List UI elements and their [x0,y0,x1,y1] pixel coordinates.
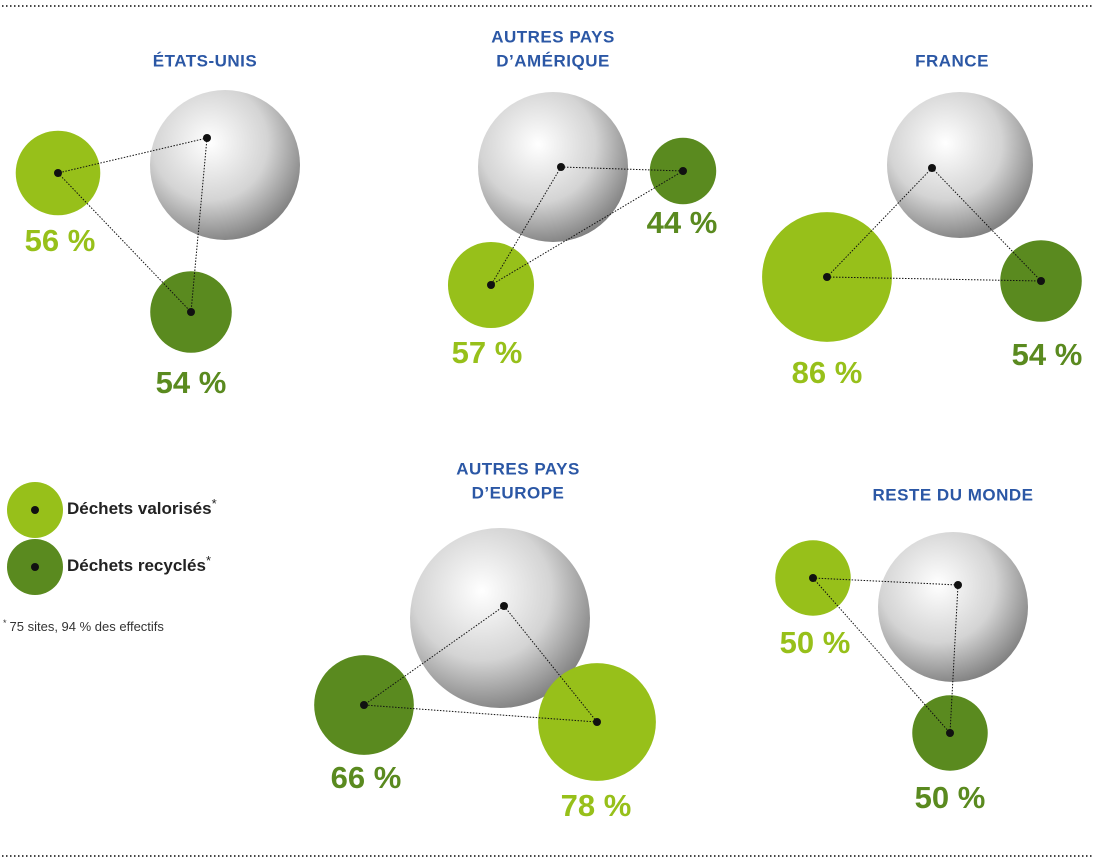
connector [812,577,951,734]
globe [887,92,1033,238]
dot [203,134,211,142]
label-recycles: 50 % [915,780,986,815]
dot [31,506,39,514]
footnote-text: 75 sites, 94 % des effectifs [10,619,165,634]
dot [487,281,495,289]
label-valorises: 86 % [792,355,863,390]
dot [360,701,368,709]
globe [478,92,628,242]
dot [928,164,936,172]
dot [557,163,565,171]
label-valorises: 78 % [561,788,632,823]
dot [31,563,39,571]
connector [949,584,959,734]
connector [560,166,684,172]
dot [946,729,954,737]
dot [823,273,831,281]
dot [679,167,687,175]
region-title: ÉTATS-UNIS [153,51,257,70]
dot [809,574,817,582]
region-title: FRANCE [915,51,989,70]
connector [190,137,208,313]
footnote: * 75 sites, 94 % des effectifs [3,618,164,634]
connector [826,276,1042,282]
globe [410,528,590,708]
label-recycles: 66 % [331,760,402,795]
dot [54,169,62,177]
label-recycles: 44 % [647,205,718,240]
legend-text: Déchets valorisés [67,499,212,518]
connector [931,167,1042,282]
region-title: AUTRES PAYS [456,459,580,478]
dot [1037,277,1045,285]
region-title: RESTE DU MONDE [873,485,1034,504]
label-recycles: 54 % [156,365,227,400]
legend-mark: * [212,496,217,511]
label-valorises: 57 % [452,335,523,370]
globe [878,532,1028,682]
dot [187,308,195,316]
connector [490,170,684,286]
legend-mark: * [206,553,211,568]
dot [954,581,962,589]
connector [503,605,598,723]
label-valorises: 50 % [780,625,851,660]
label-valorises: 56 % [25,223,96,258]
connector [812,577,959,586]
dot [500,602,508,610]
legend-text: Déchets recyclés [67,556,206,575]
connector [826,167,933,278]
label-recycles: 54 % [1012,337,1083,372]
connector [57,172,192,313]
region-title: D’AMÉRIQUE [496,51,610,70]
globe [150,90,300,240]
connector [490,166,562,286]
region-title: AUTRES PAYS [491,27,615,46]
legend-label: Déchets recyclés* [67,553,211,575]
dot [593,718,601,726]
legend-label: Déchets valorisés* [67,496,217,518]
footnote-mark: * [3,618,7,628]
region-title: D’EUROPE [472,483,565,502]
